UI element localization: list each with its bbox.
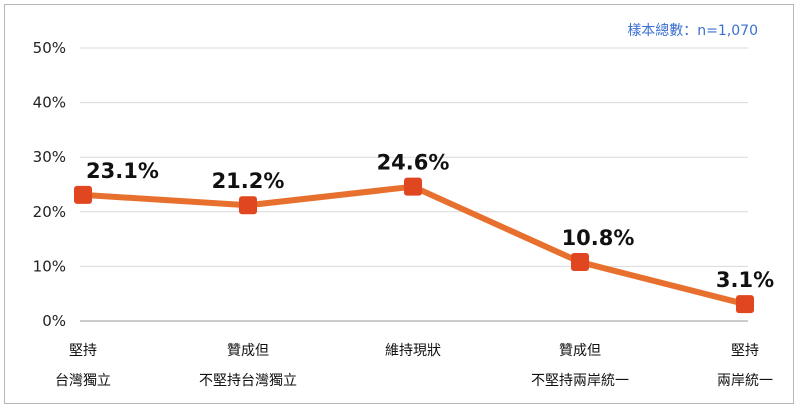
data-label: 10.8%	[562, 226, 635, 250]
x-category-label: 維持現狀	[385, 343, 441, 359]
data-label: 21.2%	[212, 169, 285, 193]
data-label: 3.1%	[716, 268, 774, 292]
y-tick-label: 50%	[33, 39, 66, 57]
data-label: 24.6%	[377, 151, 450, 175]
data-labels: 23.1% 21.2% 24.6% 10.8% 3.1%	[86, 151, 774, 292]
data-point	[571, 253, 589, 272]
y-tick-label: 30%	[33, 148, 66, 166]
data-label: 23.1%	[86, 159, 159, 183]
data-point	[239, 196, 257, 215]
y-tick-label: 10%	[33, 257, 66, 275]
y-axis-ticks: 0% 10% 20% 30% 40% 50%	[33, 39, 66, 330]
x-category-label: 兩岸統一	[717, 373, 773, 389]
x-category-label: 贊成但	[227, 343, 269, 359]
x-category-label: 不堅持台灣獨立	[199, 373, 297, 389]
x-category-label: 堅持	[731, 343, 759, 359]
x-category-label: 不堅持兩岸統一	[531, 373, 629, 389]
series-layer	[74, 177, 754, 314]
data-point	[404, 177, 422, 196]
y-tick-label: 40%	[33, 94, 66, 112]
chart-frame	[4, 4, 794, 404]
x-category-label: 堅持	[69, 343, 97, 359]
sample-size-note: 樣本總數：n=1,070	[627, 22, 758, 39]
grid-layer	[80, 47, 748, 322]
y-tick-label: 20%	[33, 203, 66, 221]
data-point	[736, 295, 754, 314]
series-line	[80, 183, 748, 308]
data-point	[74, 185, 92, 204]
x-category-label: 台灣獨立	[55, 373, 111, 389]
x-category-label: 贊成但	[559, 343, 601, 359]
y-tick-label: 0%	[42, 312, 66, 330]
